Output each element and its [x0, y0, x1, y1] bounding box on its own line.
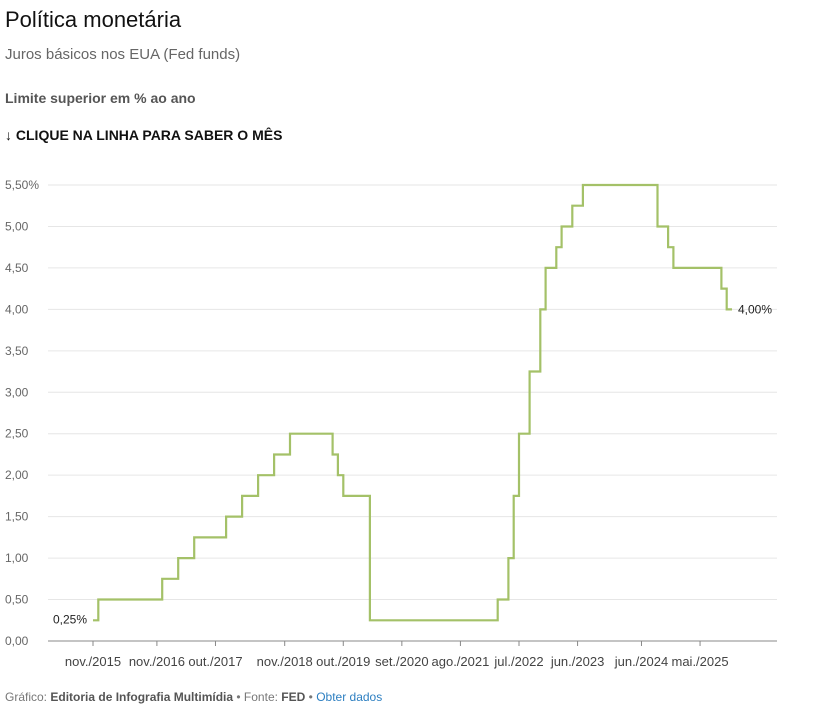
footer-source: FED	[281, 690, 306, 704]
end-value-label: 4,00%	[738, 302, 772, 316]
x-tick-label: jul./2022	[493, 654, 543, 669]
y-tick-label: 3,50	[5, 344, 29, 358]
x-tick-label: out./2017	[188, 654, 242, 669]
gridlines	[48, 184, 777, 642]
x-tick-label: nov./2016	[129, 654, 185, 669]
click-instruction: ↓ CLIQUE NA LINHA PARA SABER O MÊS	[5, 127, 283, 143]
y-tick-label: 4,50	[5, 261, 29, 275]
x-tick-label: mai./2025	[672, 654, 729, 669]
chart-subtitle: Juros básicos nos EUA (Fed funds)	[5, 46, 241, 63]
y-axis: 0,00 0,50 1,00 1,50 2,00 2,50 3,00 3,50 4,00 4,50…	[5, 178, 39, 648]
x-tick-label: nov./2018	[257, 654, 313, 669]
x-tick-label: jun./2023	[550, 654, 605, 669]
x-tick-label: nov./2015	[65, 654, 121, 669]
annotations: 0,25% 4,00%	[53, 302, 772, 626]
fed-funds-line[interactable]	[93, 183, 732, 622]
footer-prefix: Gráfico:	[5, 690, 48, 704]
y-tick-label: 0,00	[5, 634, 29, 648]
footer-source-prefix: • Fonte:	[236, 690, 278, 704]
x-tick-label: jun./2024	[614, 654, 669, 669]
x-axis: nov./2015 nov./2016 out./2017 nov./2018 out.…	[65, 641, 729, 669]
y-tick-label: 1,00	[5, 551, 29, 565]
footer: Gráfico: Editoria de Infografia Multimíd…	[5, 690, 382, 704]
y-tick-label: 1,50	[5, 510, 29, 524]
y-tick-label: 5,00	[5, 219, 29, 233]
x-tick-label: ago./2021	[432, 654, 490, 669]
y-tick-label: 5,50%	[5, 178, 39, 192]
y-tick-label: 0,50	[5, 593, 29, 607]
footer-separator: •	[308, 690, 313, 704]
unit-label: Limite superior em % ao ano	[5, 90, 196, 106]
y-tick-label: 3,00	[5, 385, 29, 399]
get-data-link[interactable]: Obter dados	[316, 690, 383, 704]
x-tick-label: set./2020	[375, 654, 429, 669]
y-tick-label: 2,00	[5, 468, 29, 482]
y-tick-label: 2,50	[5, 427, 29, 441]
y-tick-label: 4,00	[5, 302, 29, 316]
start-value-label: 0,25%	[53, 612, 87, 626]
chart-title: Política monetária	[5, 7, 182, 32]
footer-author: Editoria de Infografia Multimídia	[50, 690, 234, 704]
x-tick-label: out./2019	[316, 654, 370, 669]
